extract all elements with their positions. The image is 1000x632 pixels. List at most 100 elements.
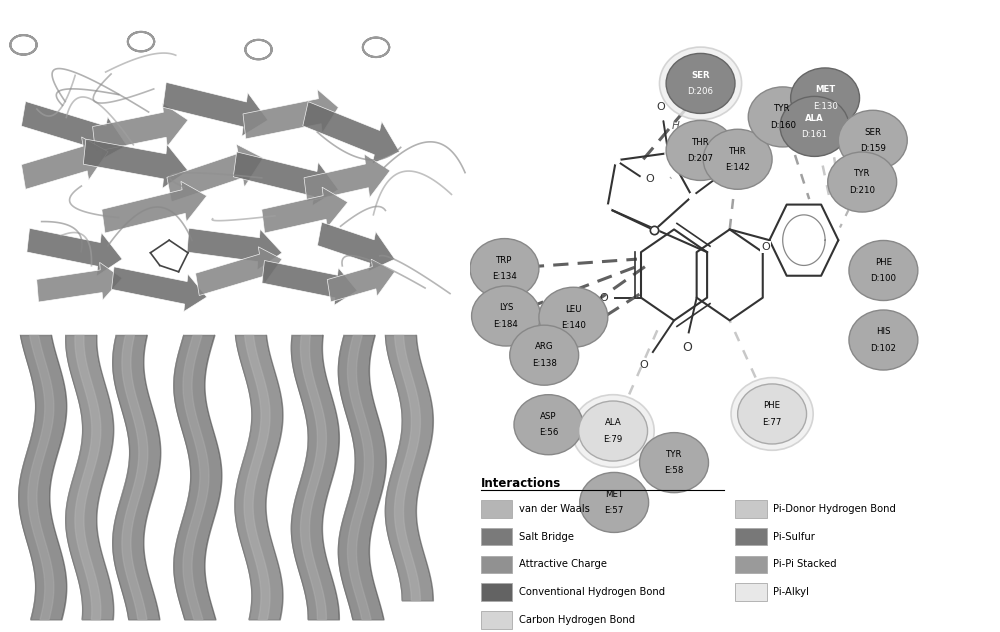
Text: LYS: LYS (499, 303, 513, 312)
Ellipse shape (572, 394, 654, 468)
Text: THR: THR (729, 147, 747, 155)
Text: van der Waals: van der Waals (519, 504, 590, 514)
Ellipse shape (748, 87, 817, 147)
Text: E:58: E:58 (664, 466, 684, 475)
FancyBboxPatch shape (481, 583, 512, 601)
Text: ARG: ARG (535, 343, 554, 351)
Text: TRP: TRP (496, 256, 513, 265)
Text: Conventional Hydrogen Bond: Conventional Hydrogen Bond (519, 587, 665, 597)
Text: E:57: E:57 (604, 506, 624, 515)
FancyArrow shape (21, 137, 108, 190)
FancyArrow shape (327, 259, 395, 302)
Text: D:102: D:102 (870, 344, 896, 353)
Text: Pi-Sulfur: Pi-Sulfur (773, 532, 815, 542)
FancyArrow shape (163, 82, 268, 136)
Ellipse shape (470, 239, 539, 299)
Text: PHE: PHE (764, 401, 781, 410)
FancyArrow shape (37, 262, 122, 302)
Text: SER: SER (864, 128, 881, 137)
Text: D:210: D:210 (849, 186, 875, 195)
Text: E:140: E:140 (561, 321, 586, 330)
FancyArrow shape (112, 267, 207, 312)
Text: LEU: LEU (565, 305, 582, 313)
FancyArrow shape (196, 246, 282, 296)
Ellipse shape (666, 120, 735, 181)
Ellipse shape (580, 472, 649, 532)
Ellipse shape (791, 68, 860, 128)
FancyArrow shape (167, 144, 263, 202)
Text: O: O (761, 242, 770, 252)
Text: O: O (645, 174, 654, 185)
FancyBboxPatch shape (481, 500, 512, 518)
FancyArrow shape (303, 102, 400, 164)
Ellipse shape (849, 241, 918, 301)
FancyBboxPatch shape (735, 583, 767, 601)
Ellipse shape (514, 394, 583, 455)
Text: Carbon Hydrogen Bond: Carbon Hydrogen Bond (519, 615, 635, 625)
Text: D:207: D:207 (688, 154, 714, 163)
Ellipse shape (838, 110, 907, 170)
FancyBboxPatch shape (481, 611, 512, 629)
FancyArrow shape (304, 154, 390, 202)
Text: TYR: TYR (666, 450, 682, 459)
Ellipse shape (738, 384, 807, 444)
Ellipse shape (731, 378, 813, 450)
Ellipse shape (780, 96, 849, 156)
Text: ASP: ASP (540, 412, 557, 421)
FancyArrow shape (102, 181, 207, 233)
Ellipse shape (703, 130, 772, 190)
Text: ALA: ALA (605, 418, 621, 427)
Text: Pi-Pi Stacked: Pi-Pi Stacked (773, 559, 837, 569)
Ellipse shape (510, 325, 579, 386)
FancyBboxPatch shape (735, 556, 767, 573)
Text: O: O (656, 102, 665, 112)
Text: E:77: E:77 (762, 418, 782, 427)
FancyArrow shape (233, 152, 338, 205)
Text: D:100: D:100 (870, 274, 896, 283)
Ellipse shape (472, 286, 540, 346)
Text: O: O (599, 293, 608, 303)
Text: E:130: E:130 (813, 102, 838, 111)
Ellipse shape (849, 310, 918, 370)
FancyArrow shape (93, 103, 188, 152)
FancyArrow shape (83, 139, 188, 188)
Text: TYR: TYR (774, 104, 791, 113)
Ellipse shape (579, 401, 648, 461)
FancyBboxPatch shape (735, 500, 767, 518)
Text: E:56: E:56 (539, 428, 558, 437)
FancyArrow shape (317, 222, 395, 271)
FancyArrow shape (262, 260, 357, 305)
Text: D:160: D:160 (770, 121, 796, 130)
Text: ALA: ALA (805, 114, 824, 123)
Text: MET: MET (815, 85, 835, 94)
Ellipse shape (640, 432, 708, 493)
Text: E:79: E:79 (603, 435, 623, 444)
Ellipse shape (539, 287, 608, 348)
Text: SER: SER (691, 71, 710, 80)
FancyArrow shape (262, 187, 348, 233)
Text: Pi-Donor Hydrogen Bond: Pi-Donor Hydrogen Bond (773, 504, 896, 514)
Text: E:142: E:142 (725, 163, 750, 172)
FancyBboxPatch shape (481, 556, 512, 573)
Text: PHE: PHE (875, 258, 892, 267)
FancyArrow shape (21, 101, 127, 160)
Text: O: O (682, 341, 692, 354)
FancyArrow shape (27, 228, 122, 276)
Text: Salt Bridge: Salt Bridge (519, 532, 574, 542)
Ellipse shape (659, 47, 742, 120)
Text: E:138: E:138 (532, 359, 557, 368)
FancyBboxPatch shape (735, 528, 767, 545)
FancyArrow shape (187, 228, 282, 270)
Text: Attractive Charge: Attractive Charge (519, 559, 607, 569)
Text: TYR: TYR (854, 169, 870, 178)
Text: D:159: D:159 (860, 144, 886, 153)
Text: THR: THR (692, 138, 709, 147)
Text: HIS: HIS (876, 327, 891, 336)
Text: MET: MET (605, 490, 623, 499)
Text: Interactions: Interactions (481, 477, 561, 490)
Text: O: O (718, 173, 727, 183)
Ellipse shape (828, 152, 897, 212)
Ellipse shape (666, 54, 735, 114)
Text: E:134: E:134 (492, 272, 517, 281)
Text: E:184: E:184 (494, 320, 518, 329)
